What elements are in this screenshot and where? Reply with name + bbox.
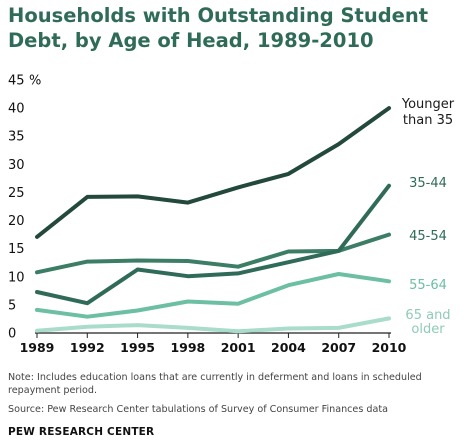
y-tick-label: 35 [8, 130, 25, 145]
y-tick-label: 5 [8, 298, 16, 313]
y-tick-label: 10 [8, 270, 25, 285]
series-label: 45-54 [409, 229, 447, 244]
series-label: 65 and older [405, 308, 450, 337]
chart-note: Note: Includes education loans that are … [8, 372, 422, 396]
y-tick-label: 0 [8, 327, 16, 342]
series-line [35, 183, 391, 306]
x-tick-label: 2010 [372, 340, 407, 355]
y-tick-label: 25 [8, 186, 25, 201]
chart-title: Households with Outstanding Student Debt… [8, 4, 429, 52]
y-tick-label: 20 [8, 214, 25, 229]
series-label: 35-44 [409, 176, 447, 191]
y-tick-label: 45 [8, 74, 25, 89]
chart-source: Source: Pew Research Center tabulations … [8, 404, 388, 415]
credit-line: PEW RESEARCH CENTER [8, 426, 155, 438]
x-tick-label: 2007 [321, 340, 356, 355]
y-tick-label: 15 [8, 242, 25, 257]
series-line [35, 106, 391, 239]
y-tick-label: 30 [8, 158, 25, 173]
series-label: Younger than 35 [401, 97, 455, 128]
y-tick-label: 40 [8, 102, 25, 117]
x-tick-label: 1998 [170, 340, 205, 355]
series-line [35, 272, 391, 319]
x-tick-label: 1995 [120, 340, 155, 355]
y-unit-label: % [29, 74, 41, 89]
x-tick-label: 1992 [70, 340, 105, 355]
series-label: 55-64 [409, 278, 447, 293]
x-tick-label: 2004 [271, 340, 306, 355]
x-tick-label: 2001 [221, 340, 256, 355]
x-tick-label: 1989 [20, 340, 55, 355]
series-line [35, 316, 391, 334]
